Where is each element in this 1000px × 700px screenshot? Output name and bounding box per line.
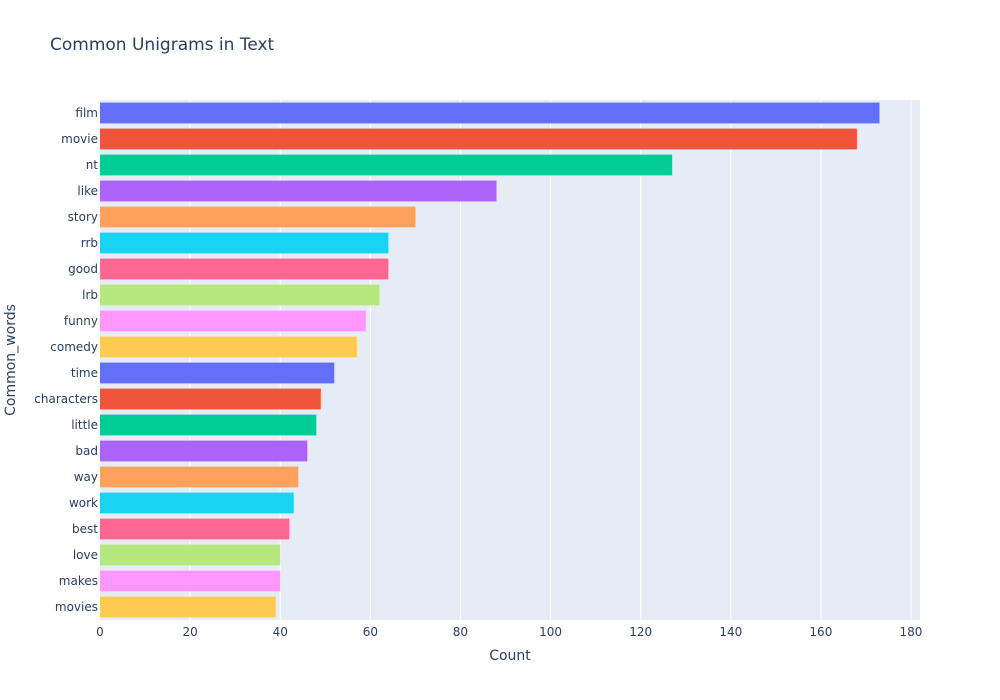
x-tick-label: 0 bbox=[96, 625, 104, 639]
y-tick-label-like: like bbox=[77, 184, 98, 198]
bar-comedy bbox=[100, 336, 357, 358]
y-tick-label-rrb: rrb bbox=[81, 236, 98, 250]
x-tick-label: 60 bbox=[363, 625, 378, 639]
bar-movie bbox=[100, 128, 857, 150]
x-tick-label: 100 bbox=[539, 625, 562, 639]
bar-characters bbox=[100, 388, 321, 410]
bar-best bbox=[100, 518, 290, 540]
x-tick-label: 140 bbox=[719, 625, 742, 639]
bar-work bbox=[100, 492, 294, 514]
bar-good bbox=[100, 258, 389, 280]
bar-little bbox=[100, 414, 317, 436]
bar-nt bbox=[100, 154, 673, 176]
y-tick-label-comedy: comedy bbox=[50, 340, 98, 354]
y-tick-label-movies: movies bbox=[55, 600, 98, 614]
y-tick-label-way: way bbox=[74, 470, 98, 484]
bar-like bbox=[100, 180, 497, 202]
x-tick-labels: 0 20 40 60 80 100 120 140 160 180 bbox=[96, 625, 922, 639]
y-tick-label-film: film bbox=[75, 106, 98, 120]
y-tick-label-nt: nt bbox=[86, 158, 99, 172]
y-tick-label-story: story bbox=[68, 210, 98, 224]
y-tick-label-bad: bad bbox=[75, 444, 98, 458]
chart-title: Common Unigrams in Text bbox=[50, 35, 275, 55]
y-tick-label-time: time bbox=[71, 366, 98, 380]
y-tick-label-good: good bbox=[68, 262, 98, 276]
bar-lrb bbox=[100, 284, 380, 306]
y-tick-label-lrb: lrb bbox=[82, 288, 98, 302]
x-tick-label: 180 bbox=[900, 625, 923, 639]
bar-story bbox=[100, 206, 416, 228]
bars bbox=[100, 102, 880, 618]
x-tick-label: 40 bbox=[273, 625, 288, 639]
y-axis-title: Common_words bbox=[3, 304, 19, 416]
y-tick-label-work: work bbox=[69, 496, 98, 510]
x-tick-label: 20 bbox=[182, 625, 197, 639]
y-tick-label-movie: movie bbox=[61, 132, 98, 146]
x-axis-title: Count bbox=[489, 648, 531, 664]
bar-makes bbox=[100, 570, 281, 592]
bar-way bbox=[100, 466, 299, 488]
bar-time bbox=[100, 362, 335, 384]
y-tick-label-best: best bbox=[72, 522, 98, 536]
y-tick-label-funny: funny bbox=[64, 314, 98, 328]
x-tick-label: 80 bbox=[453, 625, 468, 639]
bar-movies bbox=[100, 596, 276, 618]
y-tick-labels: film movie nt like story rrb good lrb funny comed… bbox=[34, 106, 98, 614]
y-tick-label-characters: characters bbox=[34, 392, 98, 406]
bar-love bbox=[100, 544, 281, 566]
bar-funny bbox=[100, 310, 366, 332]
x-tick-label: 160 bbox=[809, 625, 832, 639]
bar-rrb bbox=[100, 232, 389, 254]
y-tick-label-makes: makes bbox=[59, 574, 98, 588]
plot-background bbox=[100, 100, 920, 620]
y-tick-label-love: love bbox=[73, 548, 98, 562]
x-tick-label: 120 bbox=[629, 625, 652, 639]
y-tick-label-little: little bbox=[71, 418, 98, 432]
bar-film bbox=[100, 102, 880, 124]
bar-bad bbox=[100, 440, 308, 462]
